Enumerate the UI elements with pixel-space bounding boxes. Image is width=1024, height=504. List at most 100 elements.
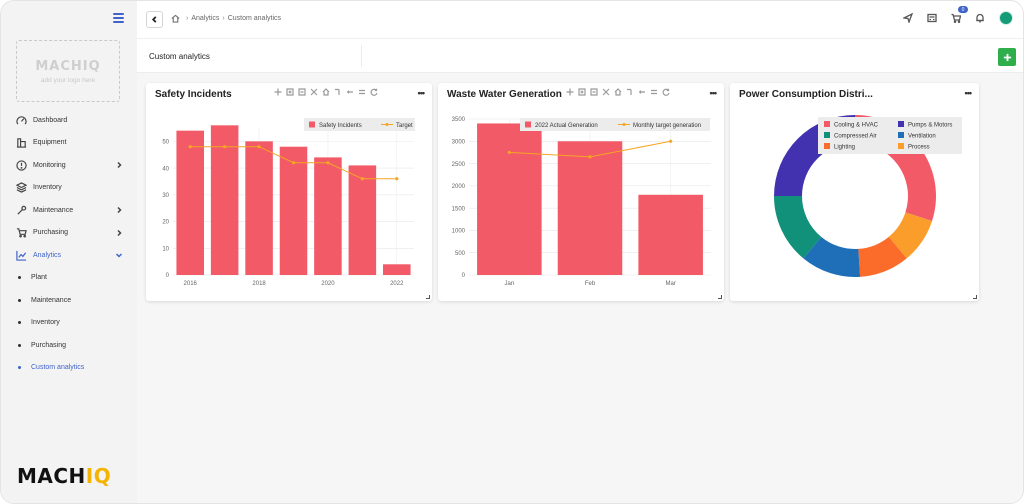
avatar[interactable] [999,11,1013,25]
chevron-down-icon [115,251,123,259]
dashboard-canvas: Safety Incidents ••• 0 10 20 30 40 50 2016 2018… [137,73,1023,503]
legend-background [520,118,710,131]
legend-label: Cooling & HVAC [834,123,879,129]
y-tick-label: 0 [462,273,466,279]
sidebar-item-dashboard[interactable]: Dashboard [1,109,137,132]
sidebar-item-monitoring[interactable]: Monitoring [1,154,137,177]
breadcrumb-separator: › [186,15,189,22]
home-icon[interactable] [171,14,180,23]
bar [245,141,273,275]
line-point [669,139,673,143]
home-icon[interactable] [322,88,330,96]
sidebar-subitem-purchasing[interactable]: Purchasing [1,334,137,357]
hover-closest-icon[interactable] [638,88,646,96]
line-point [257,145,261,149]
page-title: Custom analytics [149,52,210,61]
brand-logo-part2: IQ [85,464,112,488]
menu-toggle-icon[interactable] [113,13,124,23]
refresh-icon[interactable] [370,88,378,96]
resize-handle-icon[interactable] [973,295,977,299]
sidebar-item-purchasing[interactable]: Purchasing [1,222,137,245]
bar [557,141,623,275]
power-consumption-chart: Cooling & HVAC Pumps & Motors Compressed A… [774,115,962,277]
y-tick-label: 2000 [452,184,466,190]
widget-menu-icon[interactable]: ••• [709,88,718,98]
chart-legend: 2022 Actual Generation Monthly target gen… [520,118,710,131]
legend-line-swatch [622,123,626,126]
hover-compare-icon[interactable] [358,88,366,96]
zoom-out-icon[interactable] [590,88,598,96]
sidebar-subitem-label: Plant [31,274,47,282]
sidebar-item-equipment[interactable]: Equipment [1,132,137,155]
zoom-out-icon[interactable] [298,88,306,96]
sidebar-item-analytics[interactable]: Analytics [1,244,137,267]
bar [477,123,542,275]
autoscale-icon[interactable] [310,88,318,96]
sidebar-item-maintenance[interactable]: Maintenance [1,199,137,222]
logo-placeholder[interactable]: MACHIQ add your logo here [16,40,120,102]
widget-menu-icon[interactable]: ••• [417,88,426,98]
sidebar-subitem-plant[interactable]: Plant [1,267,137,290]
sidebar-subitem-inventory[interactable]: Inventory [1,312,137,335]
y-tick-label: 1500 [452,206,466,212]
sidebar-subitem-maintenance[interactable]: Maintenance [1,289,137,312]
pie-slice [888,212,933,259]
pie-slice [774,196,822,259]
pan-icon[interactable] [566,88,574,96]
bullet-icon [18,321,21,325]
send-icon[interactable] [901,11,915,25]
bar [314,157,342,275]
x-tick-label: 2020 [321,281,335,287]
brand-logo: MACHIQ [17,464,111,488]
sidebar-item-label: Monitoring [33,161,66,169]
dashboard-icon [16,115,27,126]
zoom-in-icon[interactable] [286,88,294,96]
sidebar: MACHIQ add your logo here Dashboard Equi… [1,1,137,503]
back-button[interactable] [146,11,163,28]
y-tick-label: 3500 [452,117,466,123]
hover-compare-icon[interactable] [650,88,658,96]
widget-safety-incidents[interactable]: Safety Incidents ••• 0 10 20 30 40 50 2016 2018… [146,83,432,301]
x-tick-label: Feb [585,281,596,287]
header-divider [361,45,362,67]
plus-icon [1003,53,1011,61]
bell-icon[interactable] [973,11,987,25]
widget-menu-icon[interactable]: ••• [964,88,973,98]
sidebar-item-inventory[interactable]: Inventory [1,177,137,200]
resize-handle-icon[interactable] [718,295,722,299]
zoom-in-icon[interactable] [578,88,586,96]
bar [210,125,239,275]
breadcrumb-custom-analytics[interactable]: Custom analytics [227,15,281,22]
y-tick-label: 3000 [452,139,466,145]
breadcrumb-analytics[interactable]: Analytics [191,15,220,22]
widget-waste-water-generation[interactable]: Waste Water Generation ••• 0 500 1000 1500 2… [438,83,724,301]
pan-icon[interactable] [274,88,282,96]
legend-label: Pumps & Motors [908,123,952,129]
widget-title: Power Consumption Distri... [739,89,873,100]
line-point [395,177,399,181]
legend-label: Ventilation [908,134,936,140]
calculator-icon[interactable] [925,11,939,25]
bullet-icon [18,343,21,347]
resize-handle-icon[interactable] [426,295,430,299]
widget-power-consumption[interactable]: Power Consumption Distri... ••• Cooling … [730,83,979,301]
logo-placeholder-hint: add your logo here [40,76,96,84]
sidebar-subitem-custom-analytics[interactable]: Custom analytics [1,357,137,380]
spike-icon[interactable] [626,88,634,96]
widget-title: Safety Incidents [155,89,232,100]
chevron-right-icon [115,206,123,214]
sidebar-item-label: Analytics [33,251,62,259]
hover-closest-icon[interactable] [346,88,354,96]
page-header: Custom analytics [137,39,1023,73]
cart-icon[interactable]: 0 [949,6,968,25]
home-icon[interactable] [614,88,622,96]
autoscale-icon[interactable] [602,88,610,96]
y-tick-label: 1000 [452,229,466,235]
add-widget-button[interactable] [998,48,1016,66]
y-tick-label: 50 [162,140,169,146]
sidebar-nav: Dashboard Equipment Monitoring Inventory… [1,109,137,379]
spike-icon[interactable] [334,88,342,96]
bullet-icon [18,298,21,302]
line-point [507,150,511,155]
refresh-icon[interactable] [662,88,670,96]
